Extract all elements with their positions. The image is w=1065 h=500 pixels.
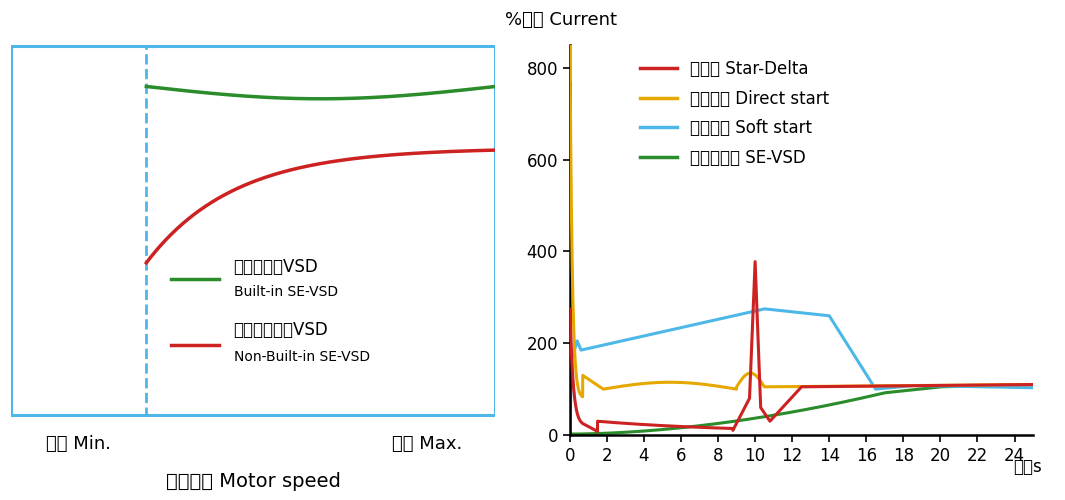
Text: 电机速度 Motor speed: 电机速度 Motor speed	[165, 472, 341, 491]
Legend: 星三角 Star-Delta, 直接启动 Direct start, 软接启动 Soft start, 欧迈克变频 SE-VSD: 星三角 Star-Delta, 直接启动 Direct start, 软接启动 …	[634, 54, 836, 174]
Text: 最大 Max.: 最大 Max.	[392, 435, 462, 453]
Bar	[146, 46, 495, 414]
Text: 时间s: 时间s	[1014, 458, 1043, 476]
Text: %电流 Current: %电流 Current	[505, 12, 617, 30]
Text: 最小 Min.: 最小 Min.	[46, 435, 111, 453]
Text: 无内置欧迈克VSD: 无内置欧迈克VSD	[233, 322, 328, 340]
Text: Non-Built-in SE-VSD: Non-Built-in SE-VSD	[233, 350, 370, 364]
Text: 内置欧迈克VSD: 内置欧迈克VSD	[233, 258, 318, 276]
Text: Built-in SE-VSD: Built-in SE-VSD	[233, 284, 338, 298]
